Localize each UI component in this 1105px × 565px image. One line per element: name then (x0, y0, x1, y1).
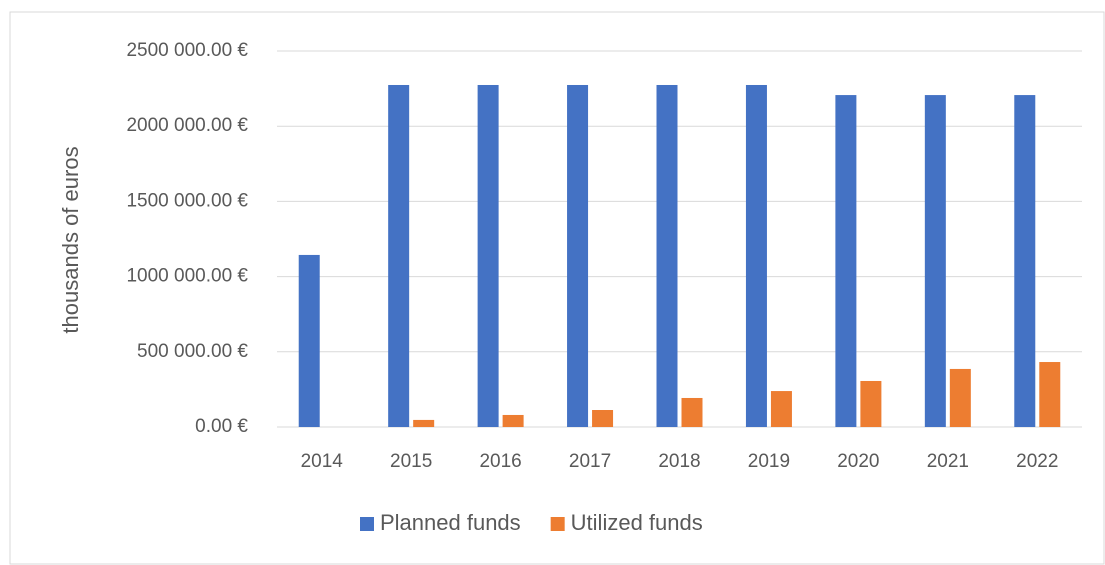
y-tick-label: 1000 000.00 € (126, 266, 248, 287)
bar (770, 391, 792, 427)
y-tick-label: 2500 000.00 € (126, 40, 248, 61)
bar (656, 84, 678, 427)
x-tick-label: 2022 (1016, 451, 1058, 472)
y-tick-label: 1500 000.00 € (126, 190, 248, 211)
bar (502, 414, 524, 427)
bar (477, 84, 499, 427)
chart-frame (9, 11, 1105, 565)
bar (860, 380, 882, 427)
x-tick-label: 2019 (748, 451, 790, 472)
x-tick-label: 2014 (301, 451, 344, 472)
bar (835, 95, 857, 427)
bar (567, 84, 589, 427)
y-tick-label: 500 000.00 € (137, 341, 248, 362)
legend-swatch (550, 517, 565, 531)
bar (1014, 95, 1036, 427)
bar (388, 84, 410, 427)
y-tick-label: 2000 000.00 € (126, 115, 248, 136)
x-tick-label: 2018 (658, 451, 700, 472)
x-tick-label: 2015 (390, 451, 432, 472)
bar (745, 84, 767, 427)
bar (592, 410, 614, 427)
y-axis-label: thousands of euros (58, 146, 83, 333)
bar (924, 95, 946, 427)
x-tick-label: 2021 (927, 451, 969, 472)
bar (949, 368, 971, 427)
legend-label: Utilized funds (571, 510, 703, 535)
legend-label: Planned funds (380, 510, 521, 535)
x-tick-label: 2016 (479, 451, 521, 472)
x-tick-label: 2020 (837, 451, 879, 472)
bar (298, 254, 320, 427)
y-tick-label: 0.00 € (195, 416, 248, 437)
legend-swatch (360, 517, 374, 531)
bar (681, 397, 703, 427)
bar (413, 419, 435, 427)
x-tick-label: 2017 (569, 451, 611, 472)
bar (1039, 362, 1061, 427)
